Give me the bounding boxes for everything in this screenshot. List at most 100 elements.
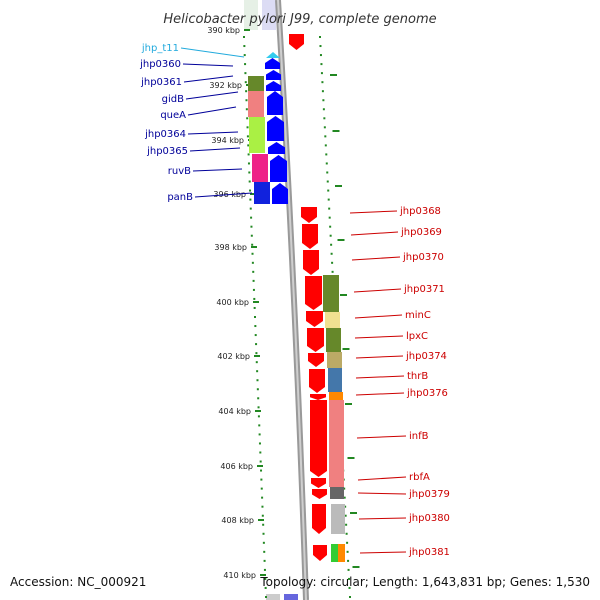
track-dot — [253, 306, 256, 309]
cog-category-block — [249, 117, 265, 153]
track-dot — [323, 117, 326, 120]
track-dot — [258, 433, 261, 436]
track-dot — [326, 180, 329, 183]
tick-mark — [352, 566, 360, 568]
left-gene-label: jhp0361 — [140, 77, 182, 88]
track-dot — [345, 532, 348, 535]
track-dot — [244, 63, 247, 66]
track-dot — [263, 550, 266, 553]
minus-strand-gene — [311, 478, 326, 488]
track-dot — [260, 478, 263, 481]
tick-mark — [250, 193, 256, 195]
track-dot — [319, 45, 322, 48]
features-layer — [248, 34, 345, 562]
tick-mark — [330, 74, 337, 76]
track-dot — [256, 370, 259, 373]
right-gene-label: rbfA — [409, 472, 430, 483]
track-dot — [247, 162, 250, 165]
track-dot — [254, 334, 257, 337]
track-dot — [331, 270, 334, 273]
track-dot — [248, 171, 251, 174]
track-dot — [257, 406, 260, 409]
top-stub-bar — [262, 0, 276, 30]
track-dot — [255, 352, 258, 355]
minus-strand-gene — [310, 394, 326, 400]
cog-category-block — [331, 504, 345, 534]
right-label-leader — [359, 551, 407, 554]
minus-strand-gene — [309, 369, 325, 393]
tick-label: 408 kbp — [221, 516, 254, 525]
cog-category-block — [254, 182, 270, 204]
plus-strand-gene — [265, 58, 280, 69]
track-dot — [262, 541, 265, 544]
tick-label: 404 kbp — [218, 407, 251, 416]
track-dot — [252, 288, 255, 291]
right-gene-label: lpxC — [406, 331, 428, 342]
cog-category-block — [248, 91, 264, 117]
track-dot — [260, 487, 263, 490]
track-dot — [325, 153, 328, 156]
tick-mark — [337, 239, 345, 241]
track-dot — [264, 577, 267, 580]
tick-label: 406 kbp — [220, 462, 253, 471]
tick-mark — [335, 185, 342, 187]
minus-strand-gene — [302, 224, 318, 249]
track-dot — [343, 496, 346, 499]
left-gene-label: jhp_t11 — [141, 43, 179, 54]
track-dot — [330, 252, 333, 255]
track-dot — [320, 63, 323, 66]
right-gene-label: jhp0370 — [402, 252, 444, 263]
track-dot — [323, 126, 326, 129]
top-stub-bar — [244, 0, 258, 30]
track-dot — [327, 198, 330, 201]
trna-gene — [266, 52, 280, 58]
tick-mark — [255, 410, 261, 412]
right-label-leader — [358, 517, 407, 520]
track-dot — [250, 234, 253, 237]
right-gene-label: jhp0379 — [408, 489, 450, 500]
right-label-leader — [357, 492, 407, 495]
tick-label: 394 kbp — [211, 136, 244, 145]
cog-category-block — [248, 76, 264, 91]
left-label-leader — [183, 75, 234, 83]
track-dot — [260, 469, 263, 472]
plus-strand-gene — [266, 81, 281, 91]
track-dot — [264, 586, 267, 589]
tick-mark — [258, 519, 264, 521]
cog-category-block — [325, 312, 340, 328]
tick-label: 410 kbp — [223, 571, 256, 580]
tick-mark — [244, 29, 250, 31]
track-dot — [254, 316, 256, 318]
track-dot — [329, 234, 332, 237]
cog-category-block — [326, 328, 341, 352]
track-dot — [246, 126, 249, 129]
backbone-layer — [244, 0, 309, 600]
track-dot — [263, 559, 266, 562]
tick-mark — [342, 348, 350, 350]
cog-category-block — [323, 275, 339, 312]
track-dot — [244, 81, 247, 84]
left-gene-label: panB — [167, 192, 193, 203]
tick-label: 390 kbp — [207, 26, 240, 35]
track-dot — [257, 397, 260, 400]
plus-strand-gene — [266, 70, 281, 80]
right-label-leader — [355, 375, 405, 379]
right-gene-label: jhp0376 — [406, 388, 448, 399]
left-label-leader — [187, 131, 239, 135]
track-dot — [246, 135, 249, 138]
tick-label: 402 kbp — [217, 352, 250, 361]
track-dot — [255, 343, 258, 346]
track-dot — [243, 45, 246, 48]
left-gene-label: ruvB — [168, 166, 191, 177]
minus-strand-gene — [308, 353, 324, 367]
track-dot — [248, 180, 251, 183]
track-dot — [252, 279, 255, 282]
left-label-leader — [189, 147, 241, 152]
right-label-leader — [355, 355, 404, 359]
track-dot — [244, 72, 247, 75]
tick-mark — [260, 574, 266, 576]
tick-mark — [257, 465, 263, 467]
labels-layer: jhp_t11 jhp0360 jhp0361 gidB queA jhp0364 jhp0… — [139, 43, 450, 558]
tick-mark — [340, 294, 347, 296]
